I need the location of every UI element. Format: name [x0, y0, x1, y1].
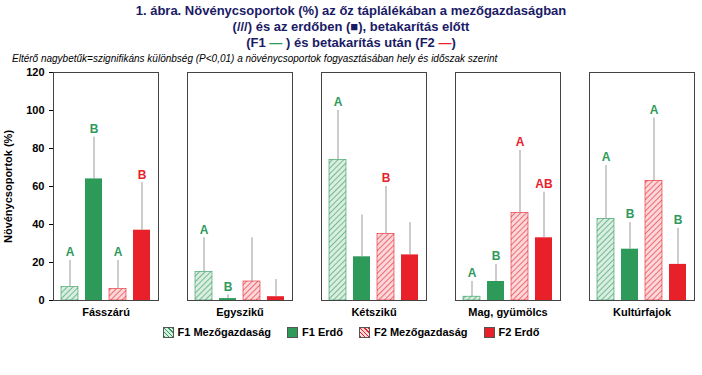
- svg-text:B: B: [626, 207, 635, 221]
- svg-text:B: B: [224, 280, 233, 294]
- svg-text:B: B: [90, 122, 99, 136]
- svg-text:A: A: [602, 150, 611, 164]
- svg-text:A: A: [66, 245, 75, 259]
- svg-text:A: A: [516, 135, 525, 149]
- html-text:F1 Mezőgazdaság: F1 Mezőgazdaság: [177, 326, 271, 338]
- svg-text:A: A: [650, 103, 659, 117]
- html-text:Eltérő nagybetűk=szignifikáns: Eltérő nagybetűk=szignifikáns különbség …: [12, 53, 498, 64]
- svg-text:A: A: [334, 95, 343, 109]
- html-text:F1 Erdő: F1 Erdő: [302, 326, 343, 338]
- svg-text:Egyszikű: Egyszikű: [216, 306, 264, 318]
- svg-text:0: 0: [38, 294, 44, 306]
- svg-text:AB: AB: [535, 177, 553, 191]
- svg-text:120: 120: [26, 66, 44, 78]
- svg-text:A: A: [468, 266, 477, 280]
- html-text:F2 Mezőgazdaság: F2 Mezőgazdaság: [374, 326, 468, 338]
- svg-text:Növénycsoportok (%): Növénycsoportok (%): [2, 130, 14, 243]
- svg-text:Fásszárú: Fásszárú: [82, 306, 130, 318]
- svg-text:Mag, gyümölcs: Mag, gyümölcs: [468, 306, 547, 318]
- svg-text:B: B: [382, 171, 391, 185]
- svg-text:40: 40: [32, 218, 44, 230]
- svg-text:60: 60: [32, 180, 44, 192]
- html-text:F2 Erdő: F2 Erdő: [498, 326, 540, 338]
- svg-text:A: A: [200, 223, 209, 237]
- svg-text:B: B: [492, 249, 501, 263]
- svg-text:B: B: [674, 213, 683, 227]
- svg-text:Kultúrfajok: Kultúrfajok: [613, 306, 672, 318]
- html-text:1. ábra. Növénycsoportok (%) a: 1. ábra. Növénycsoportok (%) az őz táplá…: [135, 3, 567, 50]
- svg-text:80: 80: [32, 142, 44, 154]
- svg-text:A: A: [114, 245, 123, 259]
- svg-text:100: 100: [26, 104, 44, 116]
- svg-text:Kétszikű: Kétszikű: [351, 306, 397, 318]
- svg-text:B: B: [138, 168, 147, 182]
- svg-text:20: 20: [32, 256, 44, 268]
